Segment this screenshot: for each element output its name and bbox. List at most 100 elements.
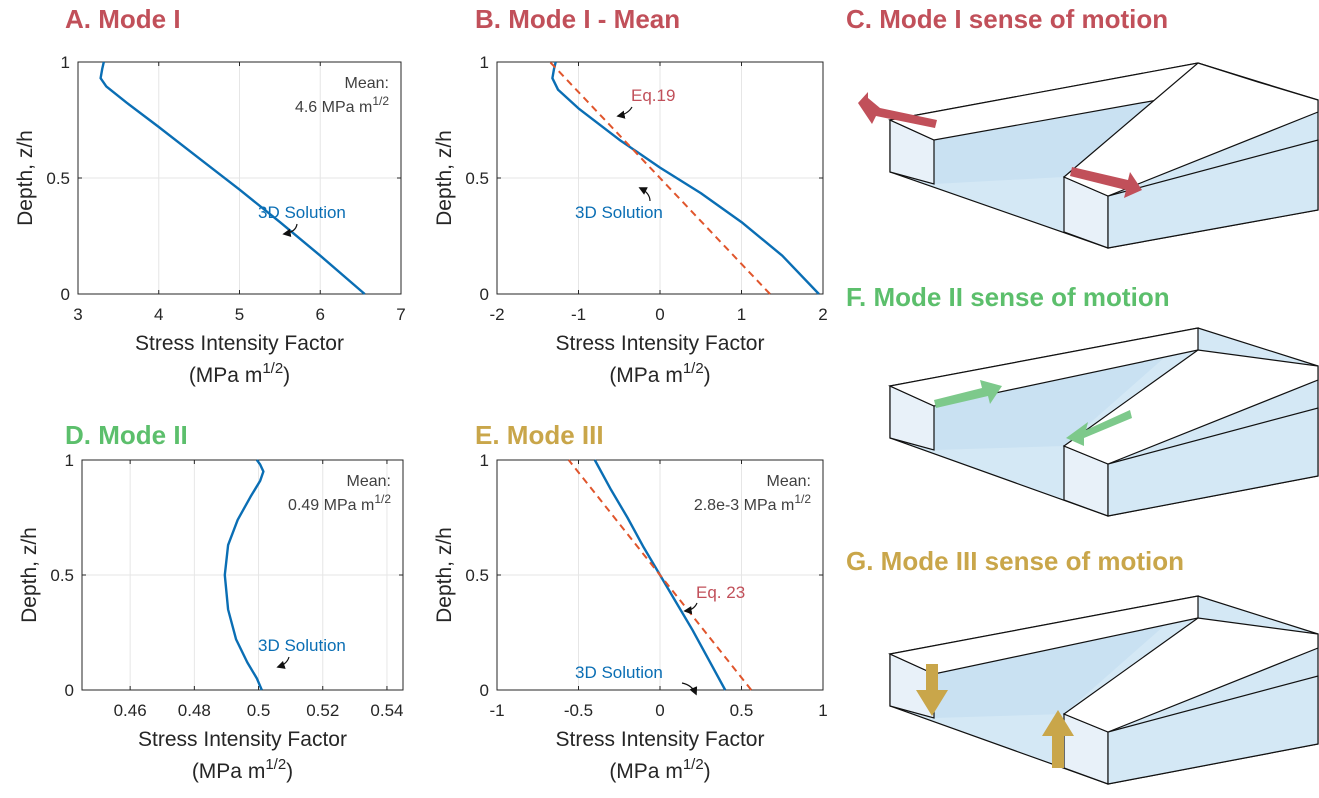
diagram-g-mode3 xyxy=(888,595,1319,785)
y-axis-label: Depth, z/h xyxy=(14,130,37,226)
x-tick-label: -1 xyxy=(489,701,504,720)
panel-b-title: B. Mode I - Mean xyxy=(475,4,680,34)
y-tick-label: 1 xyxy=(65,451,74,470)
x-tick-label: -1 xyxy=(571,305,586,324)
x-axis-unit: (MPa m1/2) xyxy=(192,756,293,783)
y-tick-label: 1 xyxy=(480,53,489,72)
x-tick-label: 5 xyxy=(235,305,244,324)
chart-a: 3 4 5 6 7 0 0.5 1 Stress Intensity Factor (MPa m1… xyxy=(14,53,406,387)
arrow-back-icon xyxy=(1066,410,1132,446)
label-e-eq23: Eq. 23 xyxy=(683,583,745,615)
y-tick-label: 0 xyxy=(480,681,489,700)
x-tick-label: 1 xyxy=(737,305,746,324)
curve-label: 3D Solution xyxy=(575,203,663,222)
chart-d: 0.46 0.48 0.5 0.52 0.54 0 0.5 1 Stress Intensity… xyxy=(18,451,404,783)
arrow-right-icon xyxy=(1070,167,1142,198)
right-block-front xyxy=(1107,139,1319,249)
solution-line xyxy=(99,61,366,295)
x-axis-label: Stress Intensity Factor xyxy=(138,728,347,751)
x-axis-unit: (MPa m1/2) xyxy=(609,756,710,783)
arrow-down-icon xyxy=(916,664,948,716)
y-axis-label: Depth, z/h xyxy=(433,130,456,226)
curve-label: Eq.19 xyxy=(631,86,675,105)
chart-b: -2 -1 0 1 2 0 0.5 1 Stress Intensity Factor (MPa … xyxy=(433,53,828,387)
x-tick-label: 4 xyxy=(154,305,163,324)
pointer-arrow xyxy=(276,656,290,669)
mean-label: Mean: xyxy=(767,473,811,490)
x-tick-label: 7 xyxy=(396,305,405,324)
right-block-top xyxy=(1062,617,1319,733)
pointer-arrow xyxy=(683,602,698,615)
mean-value: 0.49 MPa m1/2 xyxy=(288,492,391,514)
curve-label: 3D Solution xyxy=(258,203,346,222)
pointer-arrow xyxy=(282,223,298,238)
x-tick-label: 0.48 xyxy=(178,701,211,720)
right-block-top xyxy=(1062,349,1319,465)
y-tick-label: 0 xyxy=(480,285,489,304)
solution-line xyxy=(223,459,265,691)
label-b-eq19: Eq.19 xyxy=(616,86,675,119)
label-a-3d-solution: 3D Solution xyxy=(258,203,346,238)
pointer-arrow xyxy=(638,187,651,202)
y-tick-label: 0.5 xyxy=(465,566,489,585)
curve-label: 3D Solution xyxy=(258,636,346,655)
diagram-f-mode2 xyxy=(888,327,1319,517)
curve-label: 3D Solution xyxy=(575,663,663,682)
x-tick-label: 0.54 xyxy=(370,701,403,720)
x-tick-label: 2 xyxy=(818,305,827,324)
panel-f-title: F. Mode II sense of motion xyxy=(846,282,1170,312)
x-axis-unit: (MPa m1/2) xyxy=(189,360,290,387)
x-tick-label: 0.5 xyxy=(247,701,271,720)
x-axis-label: Stress Intensity Factor xyxy=(556,332,765,355)
mean-label: Mean: xyxy=(347,473,391,490)
y-tick-label: 0.5 xyxy=(50,566,74,585)
equation-line xyxy=(549,61,771,295)
x-axis-label: Stress Intensity Factor xyxy=(135,332,344,355)
mean-label: Mean: xyxy=(345,75,389,92)
arrow-up-icon xyxy=(1042,710,1074,768)
y-tick-label: 0.5 xyxy=(465,169,489,188)
right-block-front xyxy=(1107,407,1319,517)
right-block-top xyxy=(1062,62,1319,197)
arrow-left-icon xyxy=(858,92,937,128)
right-block-front xyxy=(1107,675,1319,785)
x-axis-unit: (MPa m1/2) xyxy=(609,360,710,387)
x-tick-label: -0.5 xyxy=(564,701,593,720)
y-tick-label: 0 xyxy=(65,681,74,700)
diagram-c-mode1 xyxy=(858,62,1319,249)
panel-e-title: E. Mode III xyxy=(475,420,604,450)
y-tick-label: 1 xyxy=(480,451,489,470)
x-axis-label: Stress Intensity Factor xyxy=(556,728,765,751)
x-tick-label: 0 xyxy=(655,305,664,324)
curve-label: Eq. 23 xyxy=(696,583,745,602)
arrow-forward-icon xyxy=(934,380,1002,408)
mean-value: 2.8e-3 MPa m1/2 xyxy=(694,492,811,514)
pointer-arrow xyxy=(681,682,698,696)
equation-line xyxy=(567,459,753,691)
x-tick-label: 6 xyxy=(316,305,325,324)
label-e-3d-solution: 3D Solution xyxy=(575,663,698,696)
label-d-3d-solution: 3D Solution xyxy=(258,636,346,669)
panel-c-title: C. Mode I sense of motion xyxy=(846,4,1168,34)
panel-a-title: A. Mode I xyxy=(65,4,181,34)
y-tick-label: 0 xyxy=(61,285,70,304)
panel-g-title: G. Mode III sense of motion xyxy=(846,546,1184,576)
y-tick-label: 1 xyxy=(61,53,70,72)
label-b-3d-solution: 3D Solution xyxy=(575,187,663,222)
panel-d-title: D. Mode II xyxy=(65,420,188,450)
x-tick-label: 3 xyxy=(73,305,82,324)
x-tick-label: 1 xyxy=(818,701,827,720)
solution-line xyxy=(551,61,820,295)
chart-e: -1 -0.5 0 0.5 1 0 0.5 1 Stress Intensity Factor (… xyxy=(433,451,828,783)
y-axis-label: Depth, z/h xyxy=(18,527,41,623)
x-tick-label: -2 xyxy=(489,305,504,324)
y-tick-label: 0.5 xyxy=(46,169,70,188)
mean-value: 4.6 MPa m1/2 xyxy=(295,94,389,116)
x-tick-label: 0.52 xyxy=(306,701,339,720)
x-tick-label: 0.46 xyxy=(114,701,147,720)
y-axis-label: Depth, z/h xyxy=(433,527,456,623)
pointer-arrow xyxy=(616,106,633,119)
x-tick-label: 0.5 xyxy=(730,701,754,720)
x-tick-label: 0 xyxy=(655,701,664,720)
